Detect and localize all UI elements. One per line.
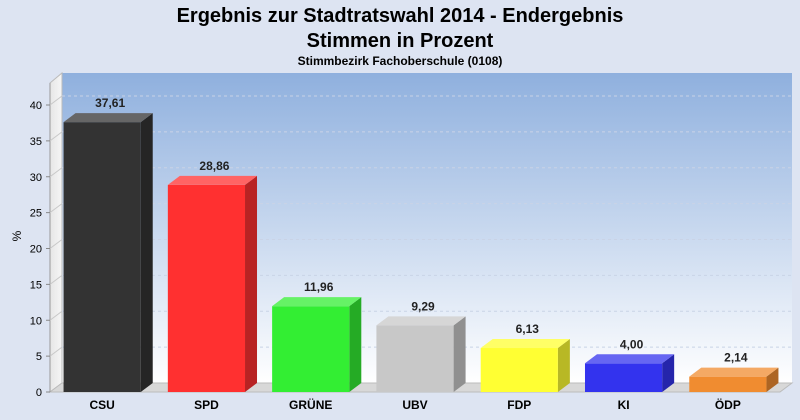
bar-grüne: 11,96 GRÜNE bbox=[272, 280, 362, 412]
bar-side bbox=[140, 113, 153, 392]
bar-side bbox=[662, 354, 675, 392]
bar-value-label: 2,14 bbox=[724, 351, 748, 365]
gridline-wall bbox=[49, 131, 63, 142]
y-tick-label: 25 bbox=[30, 208, 42, 220]
bar-top bbox=[272, 297, 362, 307]
x-category-label: FDP bbox=[507, 398, 531, 412]
bar-value-label: 4,00 bbox=[620, 337, 644, 351]
y-tick-label: 0 bbox=[36, 387, 42, 399]
bar-side bbox=[349, 297, 362, 392]
y-axis-label: % bbox=[10, 230, 24, 241]
y-tick-label: 30 bbox=[30, 172, 42, 184]
bar-value-label: 28,86 bbox=[199, 159, 229, 173]
bar-value-label: 6,13 bbox=[516, 322, 540, 336]
chart-title: Ergebnis zur Stadtratswahl 2014 - Enderg… bbox=[177, 5, 624, 27]
x-category-label: CSU bbox=[89, 398, 114, 412]
gridline-wall bbox=[49, 167, 63, 178]
bar-value-label: 37,61 bbox=[95, 96, 125, 110]
x-category-label: SPD bbox=[194, 398, 219, 412]
bar-value-label: 11,96 bbox=[304, 280, 334, 294]
x-category-label: ÖDP bbox=[715, 397, 741, 412]
bar-front bbox=[480, 348, 558, 392]
bar-ubv: 9,29 UBV bbox=[376, 299, 466, 412]
bar-top bbox=[584, 354, 675, 364]
bar-top bbox=[376, 316, 466, 326]
x-category-label: KI bbox=[618, 398, 630, 412]
bar-layer: 37,61 CSU 28,86 SPD 11,96 GRÜNE 9,29 UBV 6,13 FDP… bbox=[63, 96, 779, 412]
y-tick-label: 15 bbox=[30, 279, 42, 291]
gridline-wall bbox=[49, 274, 63, 285]
bar-side bbox=[557, 339, 570, 392]
bar-front bbox=[272, 306, 350, 392]
bar-side bbox=[245, 175, 258, 392]
y-tick-label: 10 bbox=[30, 315, 42, 327]
bar-csu: 37,61 CSU bbox=[63, 96, 153, 412]
bar-top bbox=[167, 175, 258, 185]
bar-top bbox=[63, 113, 153, 123]
bar-top bbox=[480, 339, 570, 349]
bar-fdp: 6,13 FDP bbox=[480, 322, 570, 412]
y-tick-label: 5 bbox=[36, 351, 42, 363]
bar-side bbox=[453, 316, 466, 392]
bar-ödp: 2,14 ÖDP bbox=[689, 351, 779, 412]
chart-title-line2: Stimmen in Prozent bbox=[307, 30, 494, 52]
bar-spd: 28,86 SPD bbox=[167, 159, 258, 412]
y-tick-label: 40 bbox=[30, 100, 42, 112]
gridline-wall bbox=[49, 346, 63, 357]
bar-front bbox=[63, 122, 141, 392]
chart-subtitle: Stimmbezirk Fachoberschule (0108) bbox=[298, 54, 503, 68]
left-wall bbox=[49, 71, 63, 393]
bar-top bbox=[689, 367, 779, 377]
bar-front bbox=[376, 325, 454, 392]
x-category-label: UBV bbox=[402, 398, 427, 412]
x-category-label: GRÜNE bbox=[289, 397, 332, 412]
bar-front bbox=[167, 184, 246, 392]
gridline-wall bbox=[49, 239, 63, 249]
gridline-wall bbox=[49, 95, 63, 106]
bar-side bbox=[766, 367, 779, 392]
bar-front bbox=[689, 376, 767, 392]
bar-ki: 4,00 KI bbox=[584, 337, 675, 412]
gridline-wall bbox=[49, 310, 63, 321]
bar-front bbox=[584, 363, 663, 392]
gridline-wall bbox=[49, 203, 63, 214]
bar-value-label: 9,29 bbox=[411, 299, 435, 313]
y-tick-label: 20 bbox=[30, 244, 42, 256]
y-tick-label: 35 bbox=[30, 136, 42, 148]
